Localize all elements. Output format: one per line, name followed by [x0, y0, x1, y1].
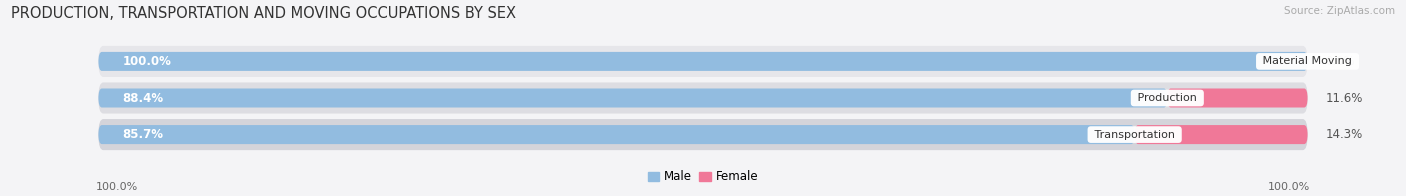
Text: 88.4%: 88.4%: [122, 92, 163, 104]
FancyBboxPatch shape: [98, 119, 1308, 150]
Text: 100.0%: 100.0%: [1268, 182, 1310, 192]
FancyBboxPatch shape: [1167, 88, 1308, 108]
Text: 11.6%: 11.6%: [1326, 92, 1362, 104]
Text: 100.0%: 100.0%: [122, 55, 172, 68]
Text: 0.0%: 0.0%: [1326, 55, 1355, 68]
FancyBboxPatch shape: [98, 88, 1167, 108]
FancyBboxPatch shape: [98, 52, 1308, 71]
Legend: Male, Female: Male, Female: [643, 166, 763, 188]
Text: Source: ZipAtlas.com: Source: ZipAtlas.com: [1284, 6, 1395, 16]
FancyBboxPatch shape: [98, 125, 1135, 144]
Text: Material Moving: Material Moving: [1260, 56, 1355, 66]
Text: PRODUCTION, TRANSPORTATION AND MOVING OCCUPATIONS BY SEX: PRODUCTION, TRANSPORTATION AND MOVING OC…: [11, 6, 516, 21]
Text: 14.3%: 14.3%: [1326, 128, 1362, 141]
FancyBboxPatch shape: [98, 46, 1308, 77]
Text: 85.7%: 85.7%: [122, 128, 163, 141]
FancyBboxPatch shape: [98, 83, 1308, 113]
FancyBboxPatch shape: [1135, 125, 1308, 144]
Text: 100.0%: 100.0%: [96, 182, 138, 192]
Text: Transportation: Transportation: [1091, 130, 1178, 140]
Text: Production: Production: [1135, 93, 1201, 103]
